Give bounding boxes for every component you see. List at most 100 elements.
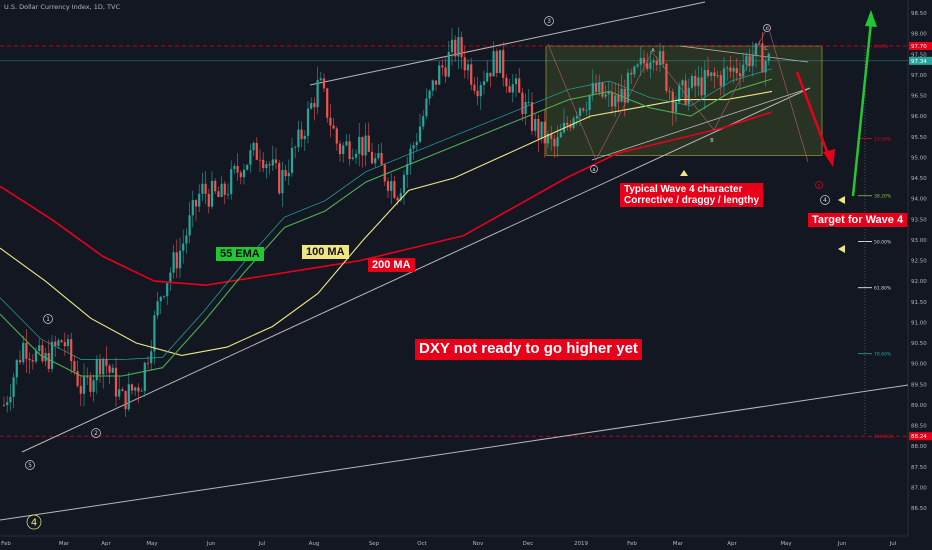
candle-body bbox=[431, 80, 434, 91]
candle-body bbox=[700, 77, 703, 96]
candle bbox=[294, 145, 297, 159]
candle bbox=[591, 69, 594, 102]
y-tick-label: 90.50 bbox=[911, 341, 927, 347]
candle-body bbox=[393, 181, 396, 198]
candle-body bbox=[201, 183, 204, 194]
candle-body bbox=[47, 352, 50, 369]
candle-body bbox=[626, 72, 630, 103]
candle-body bbox=[242, 169, 246, 178]
candle-body bbox=[204, 183, 207, 194]
candle-body bbox=[412, 145, 415, 149]
candle-body bbox=[9, 396, 12, 403]
small-left-arrow bbox=[838, 196, 845, 204]
y-tick-label: 96.00 bbox=[911, 114, 927, 120]
up-arrow-head bbox=[865, 10, 877, 27]
candle-body bbox=[329, 117, 332, 126]
candle-body bbox=[441, 65, 444, 68]
candle-body bbox=[220, 183, 223, 197]
candle bbox=[44, 347, 47, 367]
candle-body bbox=[617, 95, 620, 102]
candle-body bbox=[751, 55, 754, 66]
candle bbox=[249, 143, 252, 173]
candle bbox=[278, 160, 281, 196]
candle-body bbox=[447, 52, 450, 77]
candle bbox=[262, 152, 265, 173]
candle-body bbox=[236, 165, 239, 173]
candle bbox=[559, 123, 562, 138]
long-term-trend-line bbox=[0, 384, 909, 521]
candle-body bbox=[380, 152, 383, 165]
candle-body bbox=[207, 193, 210, 207]
candle-body bbox=[745, 55, 748, 65]
candle bbox=[386, 177, 390, 198]
candle-body bbox=[86, 376, 89, 378]
candle-body bbox=[300, 129, 303, 140]
price-label-text: 97.70 bbox=[911, 44, 927, 50]
candle bbox=[310, 97, 313, 110]
candle-body bbox=[732, 68, 735, 72]
candle-body bbox=[284, 169, 287, 177]
candle-body bbox=[473, 84, 476, 91]
candle-body bbox=[153, 315, 156, 352]
small-up-arrow bbox=[680, 170, 688, 176]
candle bbox=[441, 59, 444, 76]
candle-body bbox=[182, 243, 185, 251]
candle bbox=[681, 79, 684, 98]
candle-body bbox=[287, 172, 290, 177]
price-label-box bbox=[909, 432, 932, 441]
candle bbox=[188, 202, 191, 244]
wave4-subtitle: Corrective / draggy / lengthy bbox=[624, 195, 760, 206]
candle bbox=[102, 357, 105, 389]
candle bbox=[329, 103, 332, 138]
candle-body bbox=[79, 386, 82, 394]
candle bbox=[364, 123, 367, 167]
candle-body bbox=[169, 272, 172, 284]
candle bbox=[498, 49, 502, 74]
candle bbox=[134, 386, 137, 396]
candle-body bbox=[498, 50, 502, 74]
candle bbox=[316, 66, 319, 114]
candle-body bbox=[559, 132, 562, 138]
candle bbox=[607, 81, 610, 107]
wave-C-label: C bbox=[764, 46, 768, 52]
candle-body bbox=[246, 164, 249, 170]
candle bbox=[95, 355, 98, 395]
candle-body bbox=[191, 200, 194, 216]
candle-body bbox=[290, 147, 294, 173]
x-tick-label: Feb bbox=[1, 541, 11, 547]
candle-body bbox=[713, 72, 716, 77]
candle bbox=[652, 57, 655, 72]
candle-body bbox=[726, 67, 729, 69]
candle-body bbox=[230, 169, 233, 194]
candle bbox=[630, 68, 633, 85]
candle-body bbox=[57, 340, 60, 346]
candle bbox=[524, 93, 527, 126]
candle bbox=[463, 45, 466, 79]
candle-body bbox=[716, 75, 719, 77]
candle bbox=[178, 237, 182, 279]
candle-body bbox=[383, 164, 386, 182]
candle-body bbox=[543, 121, 546, 144]
candle bbox=[351, 148, 354, 161]
candle-body bbox=[681, 80, 684, 86]
candle-body bbox=[175, 252, 178, 269]
candle-body bbox=[66, 339, 70, 347]
candle-body bbox=[95, 359, 98, 381]
candle bbox=[588, 94, 591, 119]
candle bbox=[303, 130, 306, 152]
candle bbox=[438, 60, 441, 86]
x-tick-label: May bbox=[146, 541, 158, 547]
y-tick-label: 89.00 bbox=[911, 403, 927, 409]
candle-body bbox=[271, 159, 274, 166]
candle-body bbox=[44, 352, 47, 362]
candles-group bbox=[2, 27, 770, 417]
candle bbox=[553, 134, 556, 159]
candle bbox=[767, 52, 770, 66]
candle bbox=[585, 101, 588, 116]
y-tick-label: 91.00 bbox=[911, 320, 927, 326]
candle bbox=[710, 72, 713, 81]
candle bbox=[214, 178, 217, 195]
candle bbox=[617, 82, 620, 113]
candle-body bbox=[486, 72, 489, 82]
